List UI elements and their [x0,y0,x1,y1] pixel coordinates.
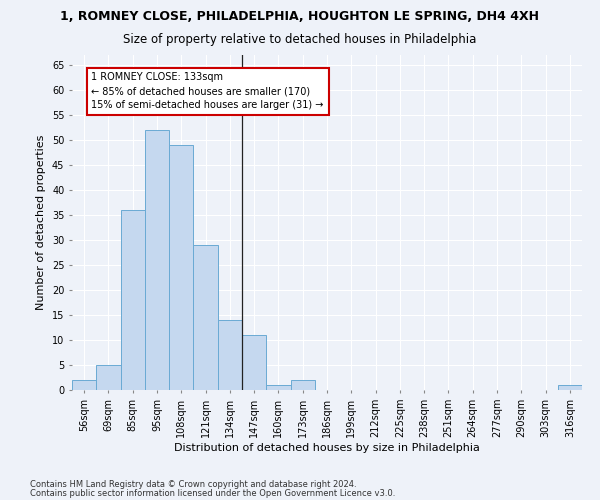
Bar [96,365,121,390]
Bar [218,320,242,390]
Text: Contains HM Land Registry data © Crown copyright and database right 2024.: Contains HM Land Registry data © Crown c… [30,480,356,489]
Y-axis label: Number of detached properties: Number of detached properties [37,135,46,310]
Bar [266,385,290,390]
Bar [72,380,96,390]
Bar [290,380,315,390]
Text: Size of property relative to detached houses in Philadelphia: Size of property relative to detached ho… [124,32,476,46]
Bar [145,130,169,390]
Bar [121,210,145,390]
Bar [242,335,266,390]
X-axis label: Distribution of detached houses by size in Philadelphia: Distribution of detached houses by size … [174,442,480,452]
Bar [169,145,193,390]
Bar [558,385,582,390]
Text: Contains public sector information licensed under the Open Government Licence v3: Contains public sector information licen… [30,488,395,498]
Bar [193,245,218,390]
Text: 1 ROMNEY CLOSE: 133sqm
← 85% of detached houses are smaller (170)
15% of semi-de: 1 ROMNEY CLOSE: 133sqm ← 85% of detached… [91,72,324,110]
Text: 1, ROMNEY CLOSE, PHILADELPHIA, HOUGHTON LE SPRING, DH4 4XH: 1, ROMNEY CLOSE, PHILADELPHIA, HOUGHTON … [61,10,539,23]
